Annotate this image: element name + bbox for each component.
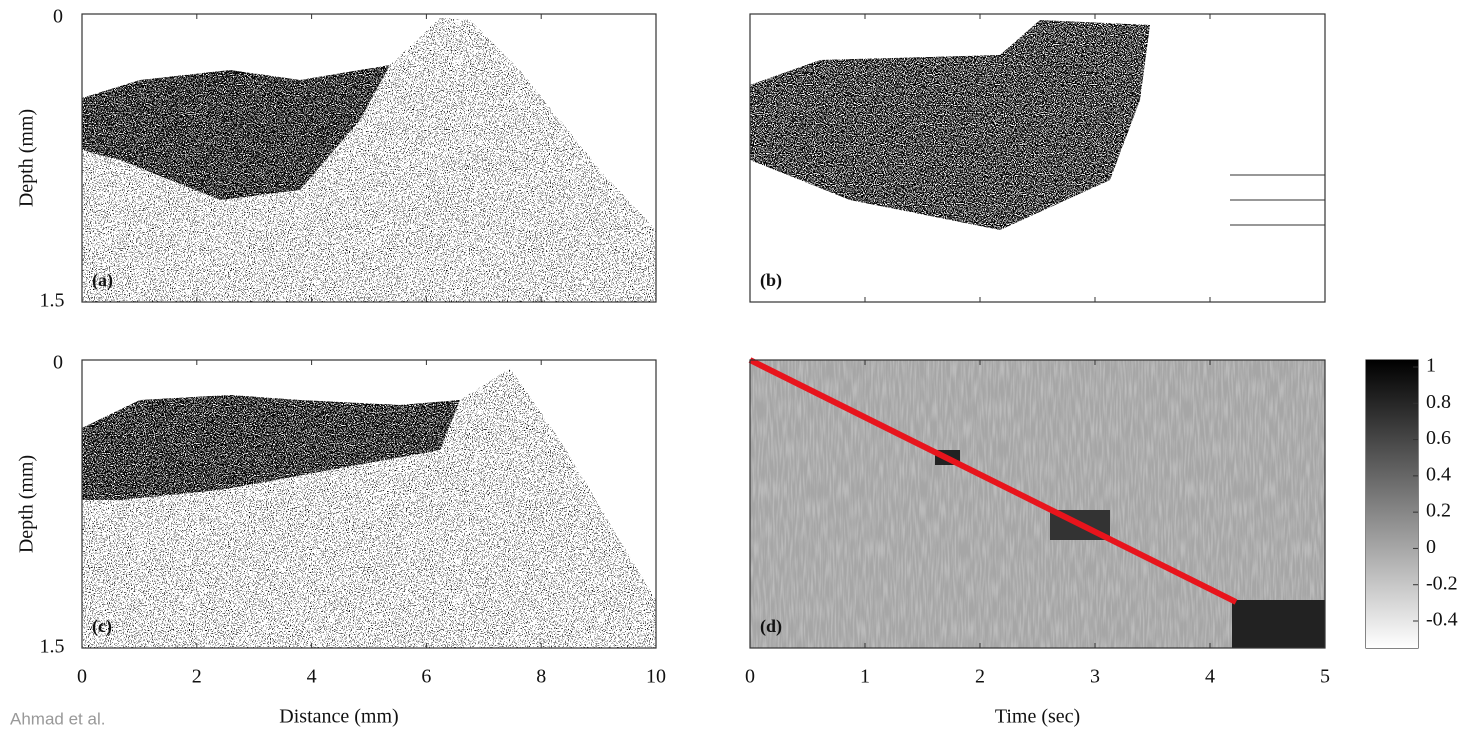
y-axis-label: Depth (mm): [16, 455, 38, 553]
x-tick-label: 4: [1205, 666, 1215, 688]
credit: Ahmad et al.: [10, 709, 105, 728]
x-tick-label: 6: [421, 666, 431, 688]
x-tick-label: 0: [745, 666, 755, 688]
panel-label: (d): [760, 616, 782, 637]
x-tick-label: 4: [307, 666, 317, 688]
colorbar-tick-label: -0.4: [1426, 609, 1458, 631]
x-tick-label: 8: [536, 666, 546, 688]
colorbar-tick-label: -0.2: [1426, 572, 1458, 594]
panel-label: (c): [92, 616, 112, 637]
x-tick-label: 5: [1320, 666, 1330, 688]
colorbar-tick-label: 0: [1426, 536, 1436, 558]
panel-c-image: [82, 360, 656, 648]
panel-label: (b): [760, 270, 782, 291]
panel-b-image: [750, 14, 1325, 302]
x-axis-label: Time (sec): [995, 706, 1080, 728]
y-axis-label: Depth (mm): [16, 109, 38, 207]
x-tick-label: 1: [860, 666, 870, 688]
colorbar-tick-label: 1: [1426, 355, 1436, 377]
y-tick-label: 0: [53, 6, 63, 28]
colorbar: [1366, 360, 1418, 648]
colorbar-tick-label: 0.8: [1426, 391, 1451, 413]
x-tick-label: 2: [192, 666, 202, 688]
y-tick-label: 0: [53, 352, 63, 374]
y-tick-label: 1.5: [40, 290, 65, 312]
x-tick-label: 0: [77, 666, 87, 688]
colorbar-tick-label: 0.2: [1426, 500, 1451, 522]
panel-a-image: [82, 14, 656, 302]
x-axis-label: Distance (mm): [279, 706, 398, 728]
colorbar-tick-label: 0.6: [1426, 427, 1451, 449]
panel-label: (a): [92, 270, 113, 291]
colorbar-tick-label: 0.4: [1426, 463, 1451, 485]
panel-d-image: [748, 357, 1325, 648]
x-tick-label: 3: [1090, 666, 1100, 688]
x-tick-label: 10: [646, 666, 666, 688]
x-tick-label: 2: [975, 666, 985, 688]
y-tick-label: 1.5: [40, 636, 65, 658]
